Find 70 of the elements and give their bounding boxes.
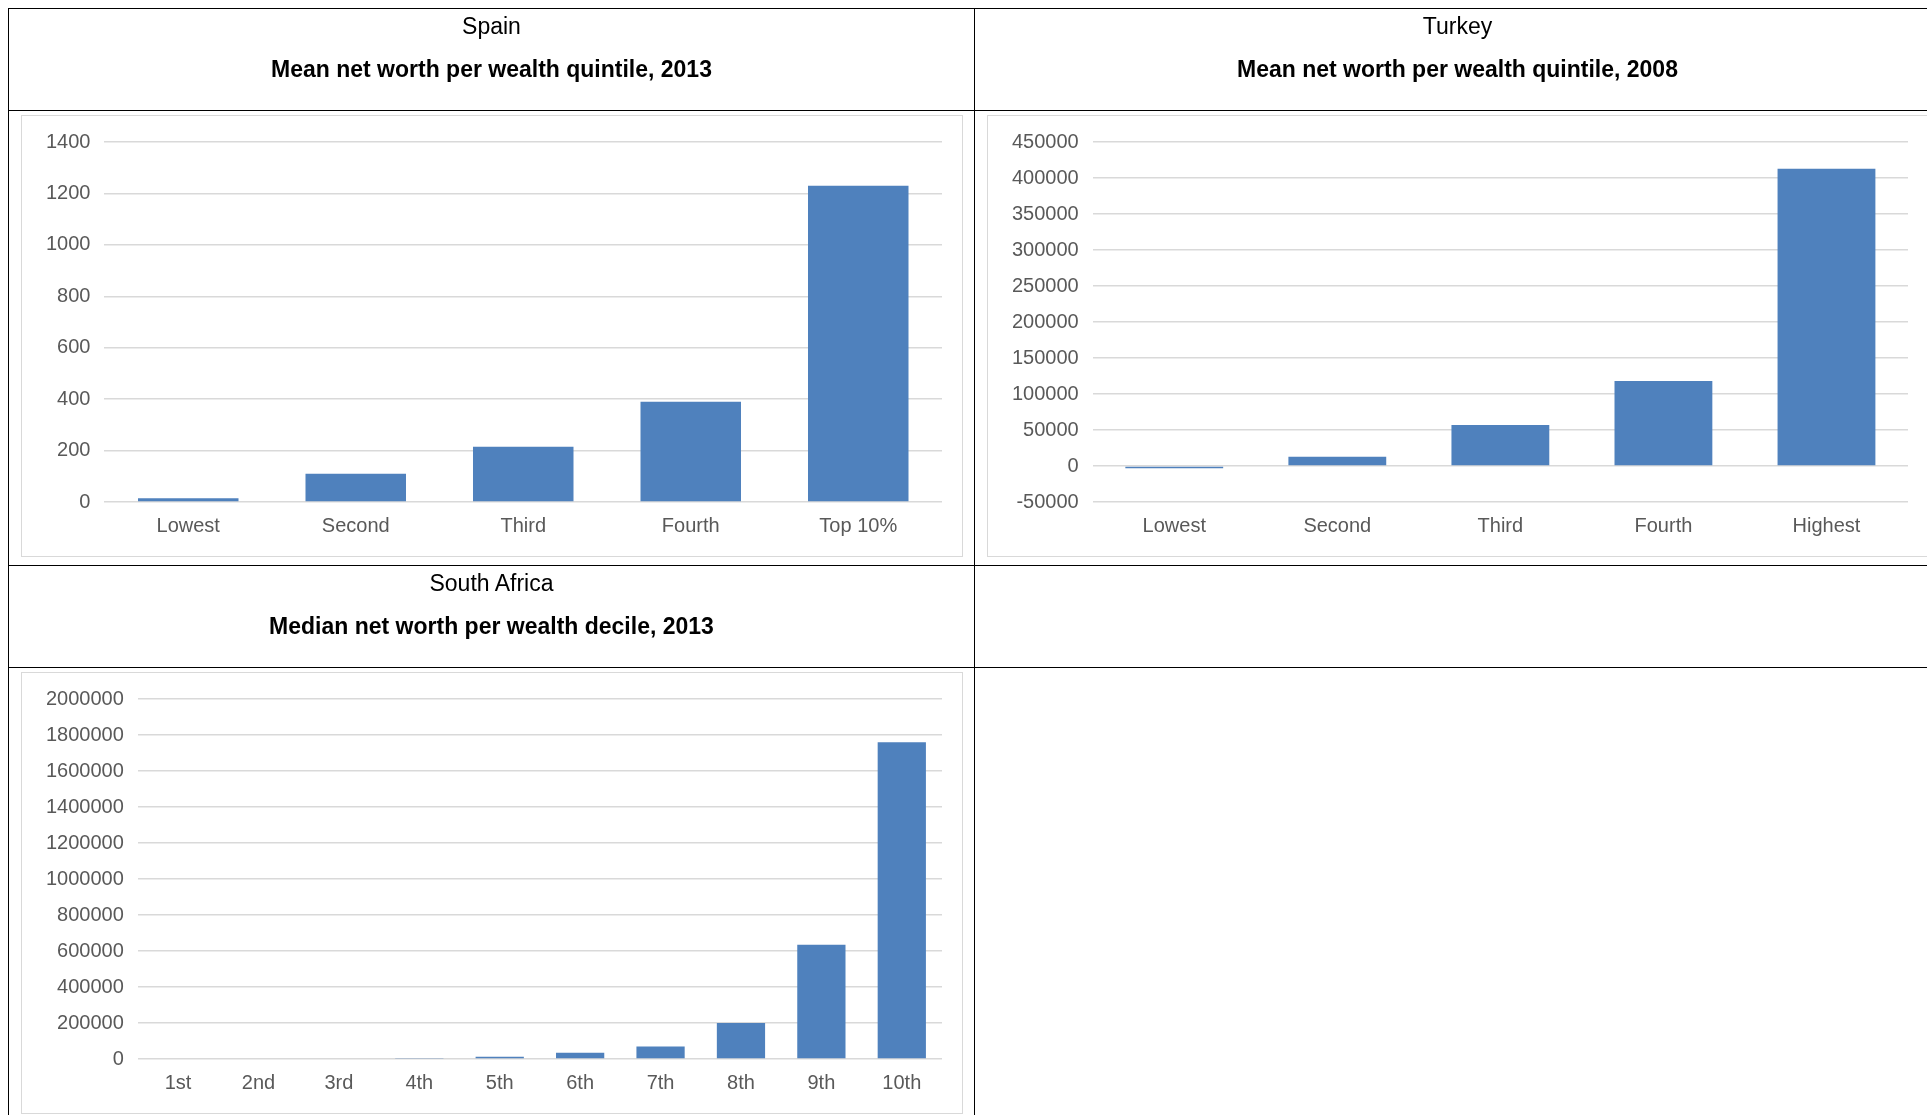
x-tick-label: Fourth (661, 513, 720, 536)
x-tick-label: 10th (882, 1070, 922, 1093)
y-tick-label: 450000 (1011, 129, 1079, 152)
x-tick-label: Highest (1792, 513, 1861, 536)
y-tick-label: 400 (57, 386, 91, 409)
y-tick-label: 0 (79, 489, 91, 512)
y-tick-label: 1400000 (45, 794, 124, 817)
x-tick-label: Second (321, 513, 390, 536)
bar (473, 446, 574, 502)
y-tick-label: 2000000 (45, 686, 124, 709)
x-tick-label: Second (1303, 513, 1372, 536)
y-tick-label: 0 (1067, 453, 1079, 476)
bar (1777, 168, 1876, 466)
y-tick-label: 200000 (1011, 309, 1079, 332)
x-tick-label: 7th (646, 1070, 675, 1093)
y-tick-label: 0 (112, 1046, 124, 1069)
bar (305, 473, 406, 502)
chart-subtitle: Mean net worth per wealth quintile, 2008 (1236, 56, 1679, 83)
y-tick-label: 200000 (57, 1010, 124, 1033)
chart-subtitle: Mean net worth per wealth quintile, 2013 (270, 56, 713, 83)
y-tick-label: 600 (57, 335, 91, 358)
y-tick-label: 1200 (45, 180, 91, 203)
bar (797, 944, 846, 1059)
y-tick-label: 150000 (1011, 345, 1079, 368)
bar (137, 498, 239, 502)
bar (1288, 456, 1387, 466)
y-tick-label: 800 (57, 283, 91, 306)
y-tick-label: 300000 (1011, 237, 1079, 260)
y-tick-label: 600000 (57, 938, 124, 961)
bar (556, 1052, 605, 1059)
x-tick-label: Lowest (156, 513, 221, 536)
chart-subtitle: Median net worth per wealth decile, 2013 (268, 613, 715, 640)
chart-title: Spain (461, 13, 522, 40)
y-tick-label: 1200000 (45, 830, 124, 853)
y-tick-label: 1800000 (45, 722, 124, 745)
x-tick-label: 2nd (241, 1070, 276, 1093)
y-tick-label: 100000 (1011, 381, 1079, 404)
x-tick-label: 9th (807, 1070, 836, 1093)
bar (1614, 381, 1713, 466)
y-tick-label: 250000 (1011, 273, 1079, 296)
x-tick-label: Lowest (1142, 513, 1207, 536)
y-tick-label: -50000 (1016, 489, 1079, 512)
y-tick-label: 200 (57, 438, 91, 461)
x-tick-label: Third (500, 513, 547, 536)
y-tick-label: 1600000 (45, 758, 124, 781)
bar (640, 401, 741, 502)
y-tick-label: 1400 (45, 129, 91, 152)
chart-title: Turkey (1421, 13, 1494, 40)
bar (877, 742, 926, 1059)
y-tick-label: 1000000 (45, 866, 124, 889)
x-tick-label: 8th (727, 1070, 755, 1093)
y-tick-label: 1000 (45, 232, 91, 255)
y-tick-label: 800000 (57, 902, 124, 925)
x-tick-label: Third (1477, 513, 1524, 536)
x-tick-label: 4th (405, 1070, 434, 1093)
y-tick-label: 350000 (1011, 201, 1079, 224)
bar (716, 1023, 766, 1059)
x-tick-label: 6th (566, 1070, 595, 1093)
x-tick-label: 1st (164, 1070, 192, 1093)
x-tick-label: Fourth (1634, 513, 1693, 536)
y-tick-label: 400000 (1011, 165, 1079, 188)
bar (808, 185, 909, 502)
x-tick-label: 3rd (324, 1070, 354, 1093)
y-tick-label: 50000 (1023, 417, 1079, 440)
x-tick-label: Top 10% (819, 513, 898, 536)
bar (636, 1046, 685, 1059)
x-tick-label: 5th (485, 1070, 514, 1093)
y-tick-label: 400000 (57, 974, 124, 997)
bar (1451, 424, 1550, 466)
chart-title: South Africa (428, 570, 555, 597)
